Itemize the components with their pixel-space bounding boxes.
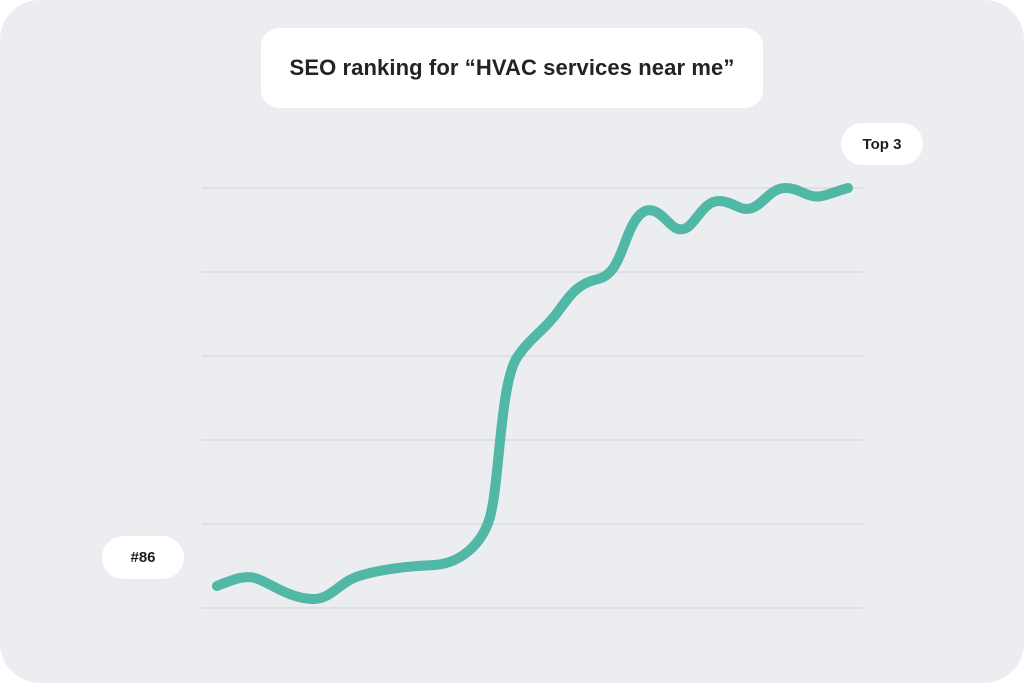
start-rank-label: #86: [102, 536, 184, 579]
end-rank-label: Top 3: [841, 123, 923, 165]
ranking-line: [212, 183, 853, 604]
start-rank-text: #86: [130, 549, 156, 566]
gridlines: [202, 187, 863, 609]
chart-title: SEO ranking for “HVAC services near me”: [289, 55, 735, 80]
chart-title-box: SEO ranking for “HVAC services near me”: [261, 28, 763, 108]
end-rank-text: Top 3: [862, 135, 902, 153]
